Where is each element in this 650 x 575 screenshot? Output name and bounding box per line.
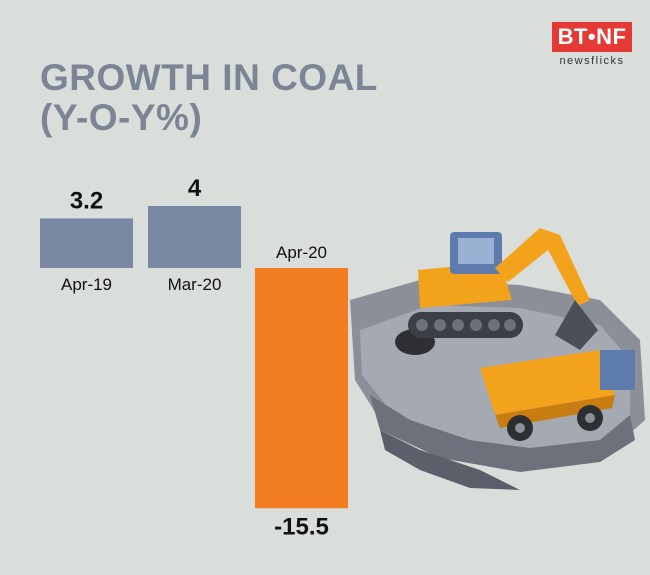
value-label-apr-19: 3.2 xyxy=(70,187,103,214)
value-label-apr-20: -15.5 xyxy=(274,513,329,540)
bar-mar-20 xyxy=(148,206,241,268)
bars-layer: 3.2 Apr-19 4 Mar-20 -15.5 Apr-20 xyxy=(40,175,348,540)
logo-wordmark: BT•NF xyxy=(552,22,632,52)
bar-apr-19 xyxy=(40,218,133,268)
chart-title: GROWTH IN COAL (Y-O-Y%) xyxy=(40,58,378,138)
category-label-mar-20: Mar-20 xyxy=(168,275,222,294)
title-line-2: (Y-O-Y%) xyxy=(40,97,203,138)
bt-newsflicks-logo: BT•NF newsflicks xyxy=(548,22,636,70)
bar-apr-20 xyxy=(255,268,348,509)
title-line-1: GROWTH IN COAL xyxy=(40,57,378,98)
logo-subtext: newsflicks xyxy=(559,55,625,67)
coal-mine-illustration xyxy=(350,228,645,490)
value-label-mar-20: 4 xyxy=(188,175,202,202)
category-label-apr-19: Apr-19 xyxy=(61,275,112,294)
category-label-apr-20: Apr-20 xyxy=(276,243,327,262)
